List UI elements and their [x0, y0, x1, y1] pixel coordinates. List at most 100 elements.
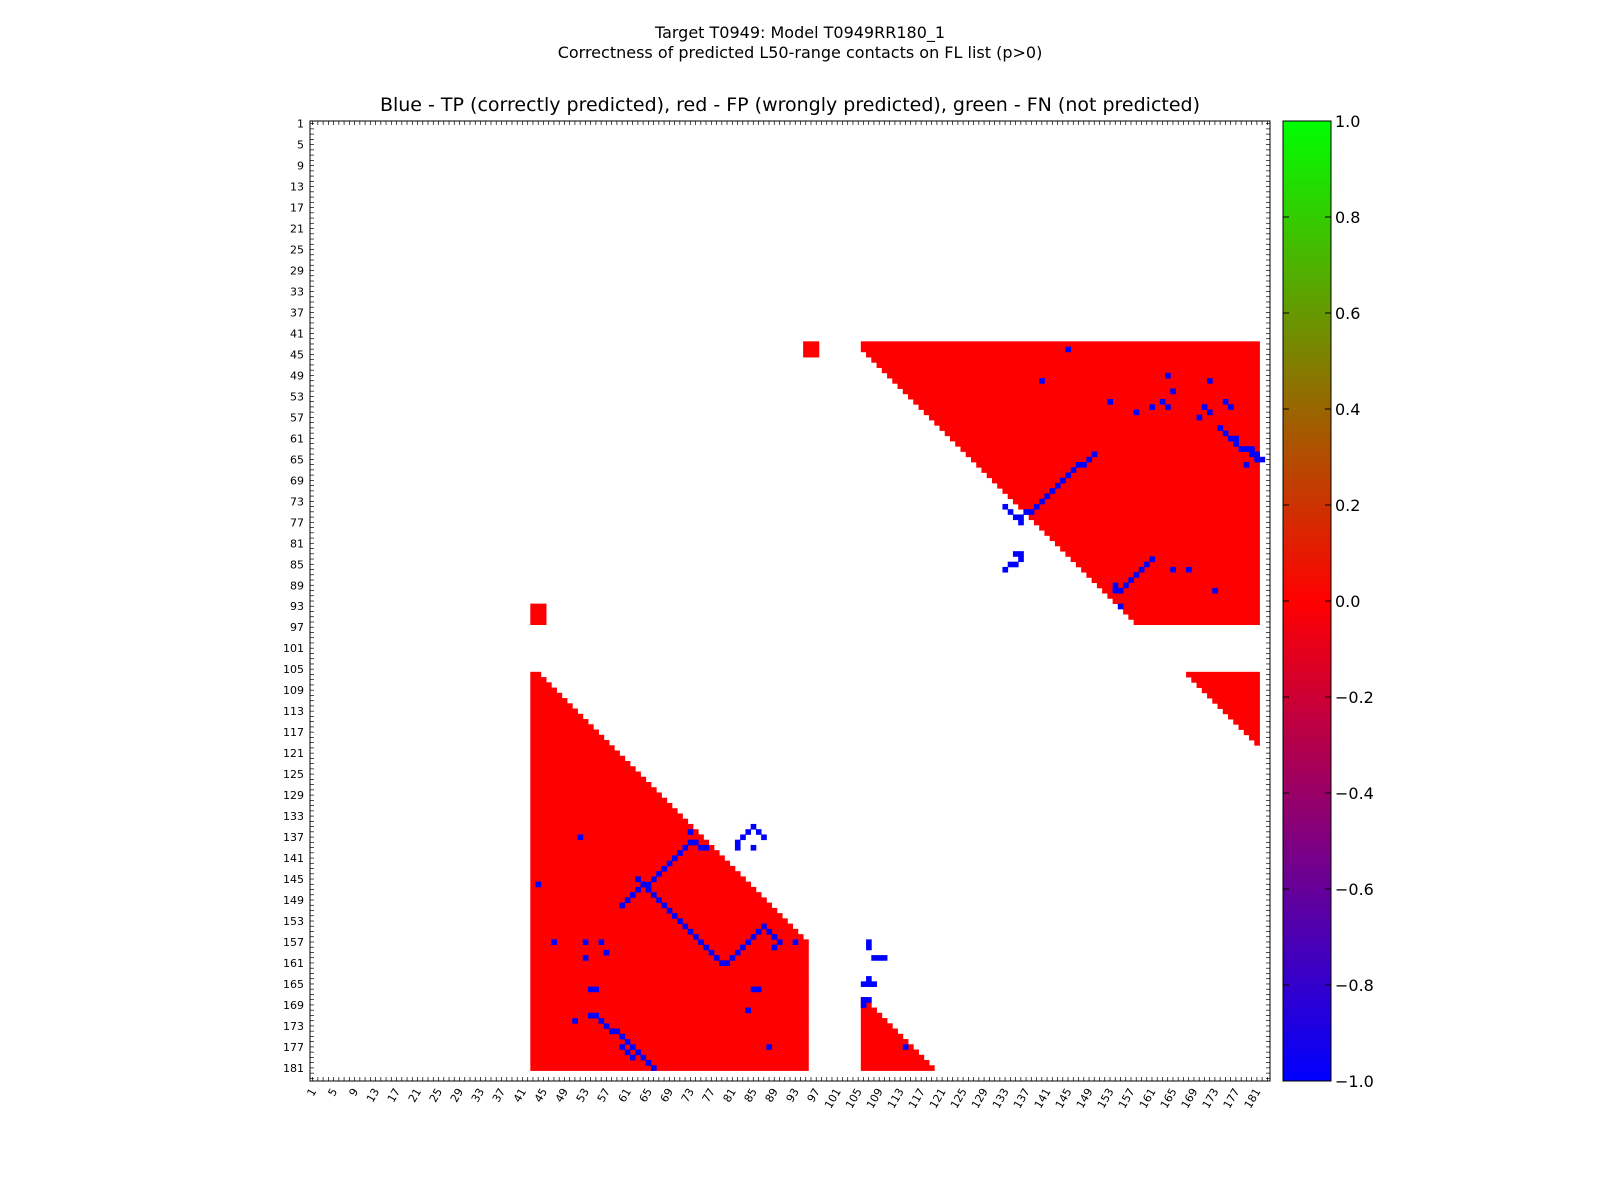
x-tick-label: 81 — [721, 1086, 739, 1105]
x-tick-label: 105 — [843, 1086, 865, 1111]
fp-row — [530, 671, 542, 678]
fp-row — [860, 1023, 893, 1029]
colorbar-tick-label: −0.8 — [1335, 976, 1374, 995]
fp-row — [530, 745, 615, 751]
fp-row — [803, 341, 820, 347]
tp-cell — [1117, 603, 1124, 610]
fp-row — [530, 818, 689, 825]
tp-cell — [719, 960, 725, 966]
tp-cell — [881, 955, 888, 961]
fp-row — [1054, 540, 1260, 547]
x-tick-label: 125 — [948, 1086, 970, 1111]
tp-cell — [650, 892, 657, 898]
y-tick-label: 61 — [290, 432, 304, 445]
fp-row — [1060, 545, 1260, 552]
fp-row — [530, 986, 809, 993]
tp-cell — [1212, 587, 1218, 594]
tp-cell — [866, 997, 872, 1003]
fp-row — [530, 1012, 809, 1019]
tp-cell — [1075, 461, 1082, 468]
tp-cell — [1112, 582, 1119, 589]
fp-row — [530, 692, 563, 699]
y-tick-label: 29 — [290, 265, 304, 278]
fp-row — [530, 976, 809, 982]
tp-cell — [1249, 446, 1255, 452]
fp-row — [530, 855, 725, 862]
fp-row — [530, 813, 683, 820]
fp-row — [530, 834, 704, 841]
fp-row — [530, 902, 773, 909]
x-tick-label: 153 — [1095, 1086, 1117, 1111]
tp-cell — [535, 881, 542, 888]
tp-cell — [698, 939, 704, 946]
x-tick-label: 33 — [469, 1086, 487, 1105]
fp-row — [860, 1044, 914, 1050]
y-tick-label: 77 — [290, 516, 304, 529]
tp-cell — [1238, 446, 1245, 452]
fp-row — [1065, 551, 1260, 557]
fp-row — [530, 682, 552, 688]
fp-row — [530, 850, 720, 856]
fp-row — [530, 965, 809, 972]
tp-cell — [687, 839, 694, 846]
colorbar-tick-label: −0.2 — [1335, 688, 1374, 707]
fp-row — [530, 729, 599, 736]
y-tick-label: 65 — [290, 453, 304, 466]
fp-row — [530, 923, 794, 930]
y-tick-label: 165 — [283, 978, 304, 991]
fp-row — [1201, 687, 1260, 694]
fp-row — [860, 1012, 883, 1019]
fp-row — [1028, 514, 1260, 521]
fp-row — [897, 383, 1260, 389]
fp-row — [530, 776, 647, 783]
tp-cell — [734, 949, 741, 956]
tp-cell — [677, 918, 683, 925]
fp-row — [1086, 572, 1260, 578]
fp-row — [530, 703, 573, 709]
tp-cell — [860, 1002, 867, 1008]
fp-row — [950, 435, 1260, 442]
colorbar-tick-label: −0.4 — [1335, 784, 1374, 803]
tp-cell — [1228, 435, 1234, 442]
x-tick-label: 61 — [616, 1086, 634, 1105]
tp-cell — [687, 829, 694, 835]
fp-row — [860, 1060, 930, 1066]
x-tick-label: 25 — [427, 1086, 445, 1105]
tp-cell — [1086, 456, 1093, 463]
fp-row — [1039, 524, 1260, 531]
tp-cell — [603, 1023, 610, 1029]
colorbar-tick-label: −0.6 — [1335, 880, 1374, 899]
tp-cell — [860, 997, 867, 1003]
y-tick-label: 137 — [283, 831, 304, 844]
y-tick-label: 41 — [290, 327, 304, 340]
tp-cell — [1018, 551, 1024, 557]
tp-cell — [588, 1012, 594, 1019]
tp-cell — [1081, 461, 1087, 468]
fp-row — [997, 482, 1260, 489]
x-tick-label: 137 — [1011, 1086, 1033, 1111]
y-tick-label: 141 — [283, 852, 304, 865]
tp-cell — [661, 902, 668, 909]
fp-row — [530, 1044, 809, 1050]
tp-cell — [1201, 404, 1208, 410]
y-tick-label: 149 — [283, 894, 304, 907]
fp-row — [530, 1023, 809, 1029]
x-tick-label: 97 — [805, 1086, 823, 1105]
fp-row — [871, 357, 1260, 363]
fp-row — [970, 456, 1260, 463]
y-tick-label: 161 — [283, 957, 304, 970]
fp-row — [1228, 713, 1260, 720]
fp-row — [860, 346, 1260, 353]
x-tick-label: 65 — [637, 1086, 655, 1105]
fp-row — [892, 378, 1260, 384]
fp-row — [860, 341, 1260, 347]
tp-cell — [1233, 435, 1239, 442]
tp-cell — [666, 860, 673, 867]
contact-cells — [530, 341, 1266, 1071]
tp-cell — [866, 939, 872, 946]
fp-row — [991, 477, 1260, 484]
tp-cell — [766, 928, 773, 935]
chart-subtitle: Blue - TP (correctly predicted), red - F… — [379, 94, 1201, 116]
tp-cell — [1165, 372, 1171, 379]
fp-row — [960, 446, 1260, 452]
